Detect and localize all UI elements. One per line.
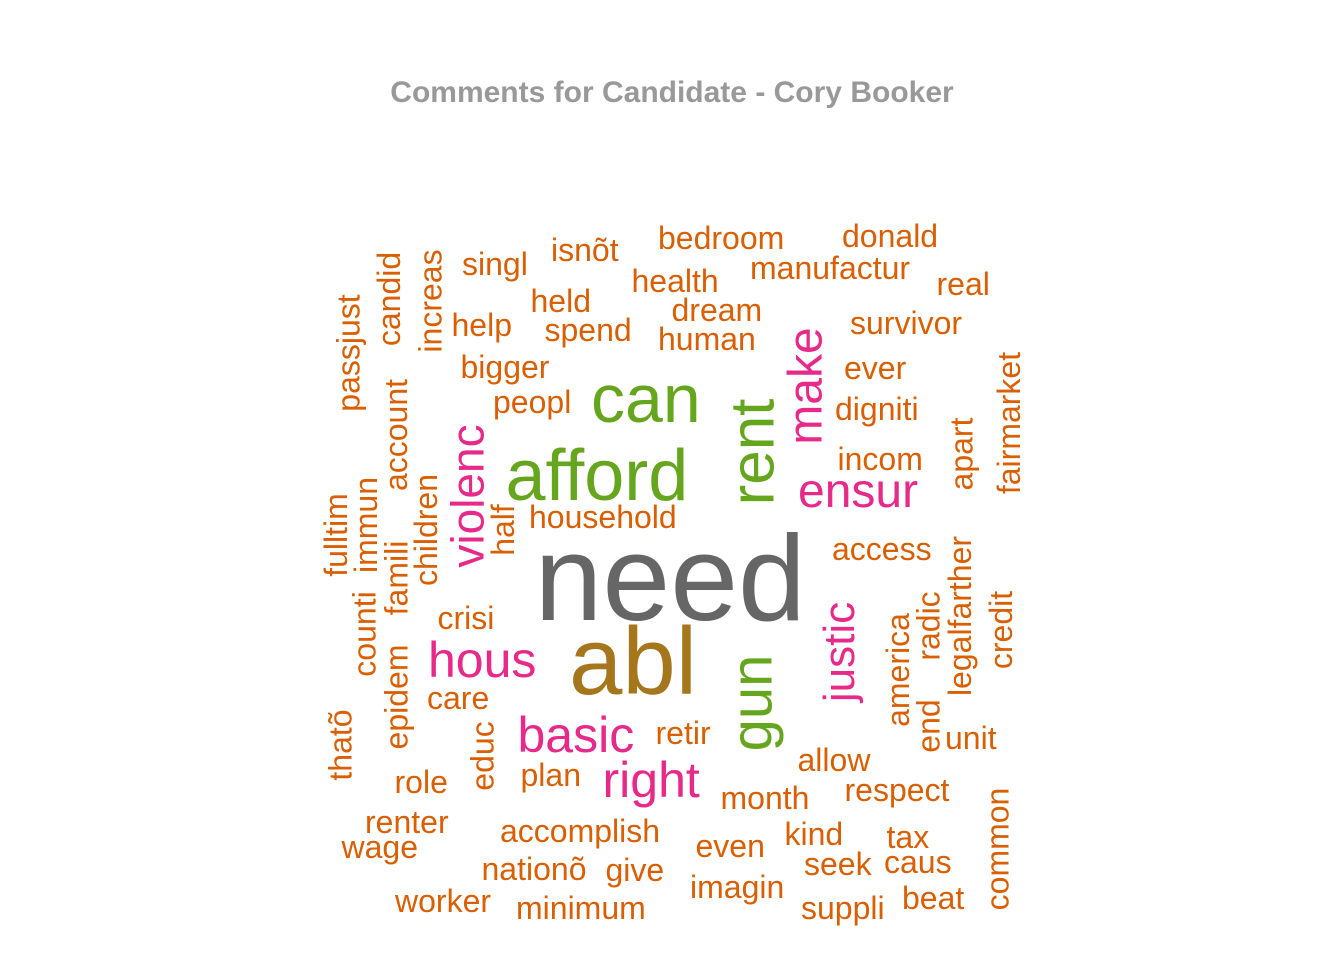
word-counti: counti [346,591,383,677]
word-nation-: nationõ [481,851,587,887]
word-access: access [832,531,932,567]
word-human: human [658,321,756,357]
word-manufactur: manufactur [750,250,911,286]
word-immun: immun [348,476,385,574]
word-fulltim: fulltim [317,493,354,577]
word-right: right [602,752,700,808]
word-survivor: survivor [850,305,963,341]
word-children: children [408,473,445,587]
word-abl: abl [569,608,698,715]
word-increas: increas [412,249,449,353]
word-bedroom: bedroom [658,220,785,256]
word-tax: tax [886,819,930,855]
word-peopl: peopl [493,384,572,420]
word-plan: plan [520,757,582,793]
word-month: month [720,780,810,816]
word-give: give [605,852,665,888]
word-gun: gun [718,654,784,752]
word-credit: credit [983,590,1020,670]
word-unit: unit [945,720,997,756]
word-help: help [451,307,513,343]
word-singl: singl [462,246,528,282]
word-violenc: violenc [441,424,494,568]
word-isn-t: isnõt [551,232,619,268]
word-famili: famili [377,540,414,616]
word-allow: allow [797,742,871,778]
word-ever: ever [844,350,907,386]
word-spend: spend [544,312,632,348]
word-common: common [978,787,1015,911]
word-renter: renter [365,804,449,840]
word-wage: wage [341,829,419,865]
word-beat: beat [902,880,965,916]
word-even: even [695,828,765,864]
word-need: need [534,510,806,646]
word-bigger: bigger [460,349,550,385]
page-title: Comments for Candidate - Cory Booker [390,76,954,109]
word-digniti: digniti [835,391,919,427]
word-imagin: imagin [690,869,785,905]
word-can: can [591,361,701,437]
word-seek: seek [804,846,872,882]
word-role: role [394,764,448,800]
word-passjust: passjust [330,294,367,412]
word-rent: rent [717,398,787,506]
word-legalfarther: legalfarther [942,535,979,697]
word-that-: thatõ [322,709,359,781]
word-hous: hous [428,632,537,688]
word-fairmarket: fairmarket [991,351,1028,495]
word-afford: afford [505,436,689,516]
word-radic: radic [910,591,947,661]
word-health: health [631,263,719,299]
word-epidem: epidem [377,644,414,750]
word-apart: apart [942,417,979,491]
word-make: make [779,327,833,445]
word-educ: educ [464,721,501,791]
word-respect: respect [844,772,950,808]
word-minimum: minimum [516,890,646,926]
word-held: held [530,283,592,319]
word-caus: caus [884,844,952,880]
word-real: real [936,266,990,302]
word-basic: basic [517,707,635,763]
word-end: end [910,699,947,753]
word-household: household [529,499,677,535]
word-half: half [484,504,521,556]
word-care: care [427,680,490,716]
word-justic: justic [815,601,865,703]
word-america: america [879,613,916,727]
word-ensur: ensur [798,465,919,518]
word-dream: dream [671,292,763,328]
word-suppli: suppli [801,890,885,926]
word-retir: retir [655,715,711,751]
word-accomplish: accomplish [500,813,661,849]
word-crisi: crisi [437,600,495,636]
word-worker: worker [395,883,492,919]
word-candid: candid [371,251,408,347]
word-donald: donald [842,218,939,254]
word-kind: kind [784,816,844,852]
word-incom: incom [837,441,923,477]
